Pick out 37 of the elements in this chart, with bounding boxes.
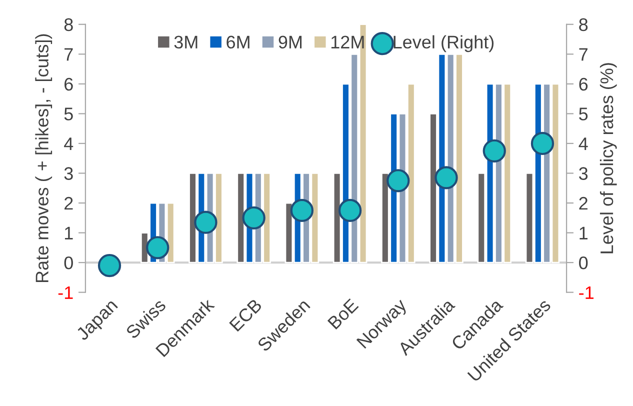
point bbox=[386, 169, 410, 192]
y-tick-label: 4 bbox=[64, 138, 74, 150]
y-tick-label: 3 bbox=[64, 167, 73, 180]
point bbox=[434, 166, 458, 190]
y2-tick-label: -1 bbox=[579, 286, 594, 299]
y-tick-label: 8 bbox=[64, 18, 73, 32]
y2-tick-label: 1 bbox=[580, 226, 588, 240]
y-tick-label: -1 bbox=[58, 286, 73, 299]
y-tick-label: 6 bbox=[64, 78, 73, 91]
y2-tick-label: 3 bbox=[579, 167, 588, 180]
y-tick-label: 5 bbox=[64, 108, 73, 120]
y2-tick-label: 2 bbox=[579, 196, 588, 210]
point bbox=[98, 254, 122, 278]
point bbox=[290, 198, 314, 222]
y-tick-label: 0 bbox=[64, 256, 73, 270]
y2-tick-label: 7 bbox=[579, 48, 588, 61]
legend-label: 9M bbox=[278, 36, 302, 49]
y-tick-label: 2 bbox=[64, 196, 73, 210]
y-tick-label: 7 bbox=[64, 48, 73, 61]
point bbox=[146, 236, 170, 260]
point bbox=[338, 198, 362, 222]
y2-tick-label: 0 bbox=[579, 256, 588, 270]
y2-tick-label: 4 bbox=[578, 138, 588, 150]
legend-label: 6M bbox=[226, 36, 250, 49]
point bbox=[194, 210, 218, 234]
point bbox=[242, 206, 266, 230]
y2-tick-label: 6 bbox=[579, 78, 588, 91]
legend-label: Level (Right) bbox=[394, 35, 494, 52]
legend-label: 3M bbox=[174, 36, 198, 49]
y2-axis-title: Level of policy rates (%) bbox=[600, 63, 617, 254]
y-axis-title: Rate moves ( + [hikes], - [cuts]) bbox=[35, 34, 52, 282]
legend-label: 12M bbox=[331, 36, 364, 48]
y-tick-label: 1 bbox=[64, 226, 73, 240]
point bbox=[482, 139, 506, 162]
point bbox=[530, 132, 554, 156]
y2-tick-label: 5 bbox=[579, 108, 588, 120]
y2-tick-label: 8 bbox=[579, 18, 588, 32]
